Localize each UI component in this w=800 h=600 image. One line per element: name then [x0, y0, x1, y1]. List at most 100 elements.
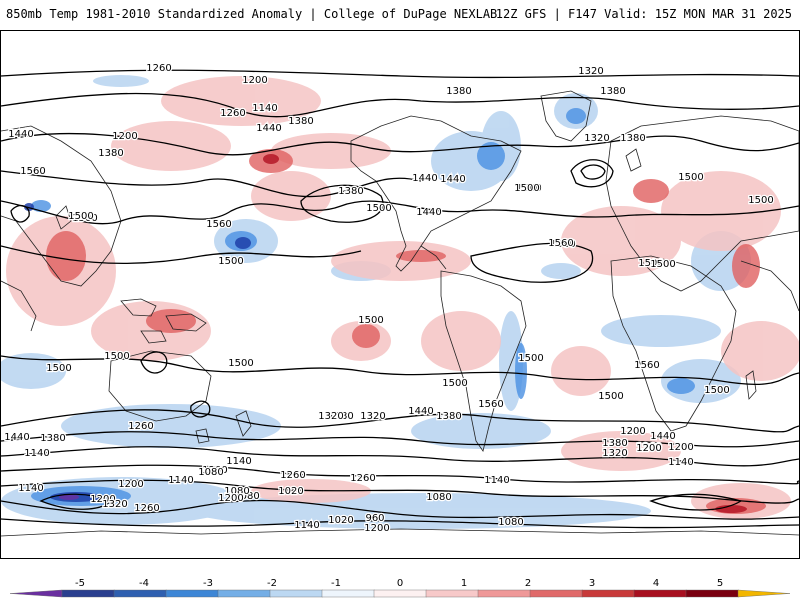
contour-label: 1260 — [146, 63, 171, 74]
contour-label: 1260 — [636, 442, 661, 453]
contour-label: 1320 — [578, 66, 603, 77]
contour-label: 1500 — [598, 391, 623, 402]
contour-label: 1080 — [224, 486, 249, 497]
contour-line — [649, 493, 743, 511]
contour-label: 1560 — [20, 166, 45, 177]
contour-line — [1, 518, 799, 529]
contour-label: 1260 — [220, 108, 245, 119]
contour-label: 1500 — [72, 213, 97, 224]
contour-label: 1140 — [226, 456, 251, 467]
contour-label: 1080 — [426, 492, 451, 503]
contour-label: 1200 — [668, 442, 693, 453]
contour-label: 1140 — [668, 457, 693, 468]
contour-label: 1440 — [4, 432, 29, 443]
contour-label: 1320 — [360, 411, 385, 422]
colorbar-segment — [269, 589, 323, 598]
contour-label: 1200 — [620, 426, 645, 437]
contour-label: 1200 — [242, 75, 267, 86]
contour-label: 1260 — [280, 470, 305, 481]
colorbar-segment — [425, 589, 479, 598]
colorbar-tick-label: 1 — [461, 578, 467, 589]
contour-line — [140, 351, 168, 374]
contour-label: 1440 — [408, 406, 433, 417]
contour-label: 1020 — [328, 515, 353, 526]
colorbar-tick-label: -5 — [75, 578, 85, 589]
contour-line — [1, 245, 362, 265]
contour-label: 1080 — [498, 517, 523, 528]
contour-label: 1500 — [748, 195, 773, 206]
contour-label: 1140 — [18, 483, 43, 494]
colorbar: -5 -4 -3 -2 -1 0 1 2 3 4 5 — [0, 560, 800, 600]
contour-label: 1140 — [294, 520, 319, 531]
contour-label: 1380 — [602, 438, 627, 449]
contour-label: 1500 — [650, 259, 675, 270]
contour-label: 1080 — [198, 467, 223, 478]
contour-label: 1500 — [516, 183, 541, 194]
contour-labels: 1260120013201380114012601380144013801440… — [3, 62, 775, 536]
contour-label: 1500 — [46, 363, 71, 374]
contour-label: 1260 — [128, 421, 153, 432]
contour-label: 1200 — [112, 131, 137, 142]
colorbar-segment — [477, 589, 531, 598]
contour-label: 1500 — [218, 256, 243, 267]
contour-label: 1380 — [288, 116, 313, 127]
contour-label: 1500 — [678, 172, 703, 183]
colorbar-segment — [165, 589, 219, 598]
map-panel: 1260 1200 1320 1380 1140 1260 1380 1440 1380 1440… — [0, 30, 800, 559]
contour-label: 1080 — [234, 491, 259, 502]
contour-line — [580, 164, 606, 180]
colorbar-tick-label: 3 — [589, 578, 595, 589]
contour-label: 1200 — [202, 465, 227, 476]
colorbar-tick-label: 4 — [653, 578, 659, 589]
contour-line — [1, 355, 799, 385]
colorbar-segment — [113, 589, 167, 598]
colorbar-segment — [685, 589, 739, 598]
colorbar-segment — [321, 589, 375, 598]
contour-label: 1500 — [68, 211, 93, 222]
contour-label: 1440 — [256, 123, 281, 134]
contour-line — [10, 204, 30, 223]
contour-label: 1440 — [412, 173, 437, 184]
contour-label: 1500 — [442, 378, 467, 389]
colorbar-graphic: -5 -4 -3 -2 -1 0 1 2 3 4 5 — [9, 578, 791, 598]
contour-label: 1560 — [478, 399, 503, 410]
contour-label: 1500 — [366, 203, 391, 214]
contour-line — [1, 499, 799, 520]
contour-label: 1500 — [638, 258, 663, 269]
contour-line — [470, 242, 594, 283]
contour-label: 1560 — [550, 239, 575, 250]
contour-label: 1560 — [206, 219, 231, 230]
colorbar-tick-label: 0 — [397, 578, 403, 589]
coastlines — [1, 90, 799, 537]
contour-label: 1200 — [118, 479, 143, 490]
contour-line — [300, 184, 384, 223]
contour-label: 1380 — [600, 86, 625, 97]
contour-line — [1, 132, 799, 156]
contour-label: 1500 — [358, 315, 383, 326]
colorbar-tick-label: -2 — [267, 578, 277, 589]
contour-label: 1380 — [338, 186, 363, 197]
contour-line — [39, 493, 113, 510]
contour-line — [1, 170, 422, 198]
contour-label: 1140 — [484, 475, 509, 486]
map-title: 850mb Temp 1981-2010 Standardized Anomal… — [6, 7, 498, 21]
contour-label: 1440 — [650, 431, 675, 442]
colorbar-tick-label: 2 — [525, 578, 531, 589]
contour-label: 1020 — [278, 486, 303, 497]
height-contours — [1, 69, 799, 529]
contour-label: 1380 — [620, 133, 645, 144]
contour-label: 1500 — [228, 358, 253, 369]
contour-label: 1500 — [518, 353, 543, 364]
contour-line — [1, 431, 799, 448]
contour-label: 1380 — [436, 411, 461, 422]
contour-label: 1440 — [440, 174, 465, 185]
contour-label: 1380 — [328, 411, 353, 422]
colorbar-segment — [529, 589, 583, 598]
colorbar-segment — [373, 589, 427, 598]
contour-label: 1140 — [168, 475, 193, 486]
contour-label: 1380 — [40, 433, 65, 444]
contour-label: 1200 — [636, 443, 661, 454]
anomaly-shading — [1, 75, 799, 529]
contour-label: 1260 — [134, 503, 159, 514]
contour-label: 1500 — [514, 183, 539, 194]
